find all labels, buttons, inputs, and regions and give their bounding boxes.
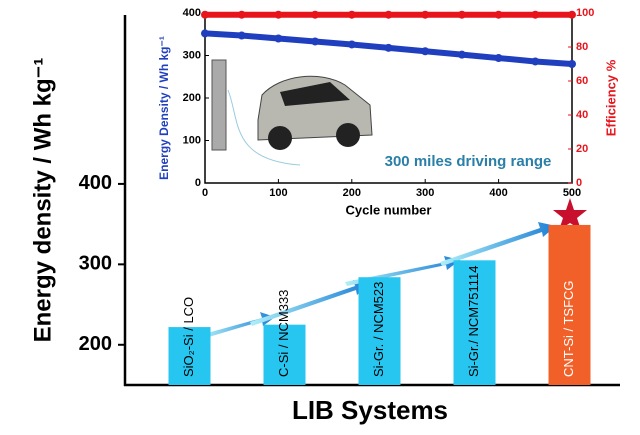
bar	[453, 260, 496, 385]
point	[531, 57, 540, 66]
point	[421, 10, 430, 19]
bar-label: C-Si / NCM333	[276, 290, 291, 377]
y-tick-label: 400	[183, 7, 201, 19]
point	[494, 54, 503, 63]
point	[421, 47, 430, 56]
x-tick-label: 0	[202, 187, 208, 199]
point	[237, 31, 246, 40]
point	[568, 60, 576, 68]
x-tick-label: 500	[563, 187, 581, 199]
y-tick-label: 200	[183, 92, 201, 104]
bar	[263, 324, 306, 385]
bar	[548, 224, 591, 385]
bar-label: Si-Gr. / NCM523	[371, 282, 386, 377]
point	[457, 50, 466, 59]
x-tick-label: 100	[269, 187, 287, 199]
y-axis-title: Energy Density / Wh kg⁻¹	[157, 36, 171, 180]
y2-tick-label: 20	[576, 143, 588, 155]
point	[384, 10, 393, 19]
y2-axis-title: Efficiency %	[603, 59, 618, 136]
point	[311, 10, 320, 19]
point	[201, 10, 209, 19]
y2-tick-label: 0	[576, 177, 582, 189]
point	[531, 10, 540, 19]
y2-tick-label: 100	[576, 7, 594, 19]
y2-tick-label: 80	[576, 41, 588, 53]
bar-label: SiO₂-Si / LCO	[181, 297, 196, 377]
bar	[358, 277, 401, 385]
y-tick-label: 300	[183, 49, 201, 61]
star	[553, 198, 587, 230]
y-tick-label: 0	[195, 177, 201, 189]
point	[457, 10, 466, 19]
y-tick-label: 200	[79, 333, 112, 355]
x-axis-title: LIB Systems	[292, 395, 448, 425]
y-axis-title: Energy density / Wh kg⁻¹	[29, 58, 56, 343]
y-tick-label: 400	[79, 172, 112, 194]
point	[237, 10, 246, 19]
bar-label: CNT-Si / TSFCG	[561, 280, 576, 377]
point	[274, 10, 283, 19]
point	[311, 37, 320, 46]
point	[347, 40, 356, 49]
bar-label: Si-Gr./ NCM751114	[466, 265, 481, 377]
bar	[168, 327, 211, 385]
y2-tick-label: 60	[576, 75, 588, 87]
point	[494, 10, 503, 19]
x-tick-label: 400	[489, 187, 507, 199]
y-tick-label: 300	[79, 253, 112, 275]
y-tick-label: 100	[183, 134, 201, 146]
point	[568, 10, 576, 19]
x-axis-title: Cycle number	[346, 202, 432, 217]
x-tick-label: 300	[416, 187, 434, 199]
car-illustration	[211, 59, 373, 166]
point	[274, 34, 283, 43]
point	[347, 10, 356, 19]
x-tick-label: 200	[343, 187, 361, 199]
point	[384, 43, 393, 52]
annotation: 300 miles driving range	[385, 153, 552, 170]
y2-tick-label: 40	[576, 109, 588, 121]
point	[201, 29, 209, 38]
